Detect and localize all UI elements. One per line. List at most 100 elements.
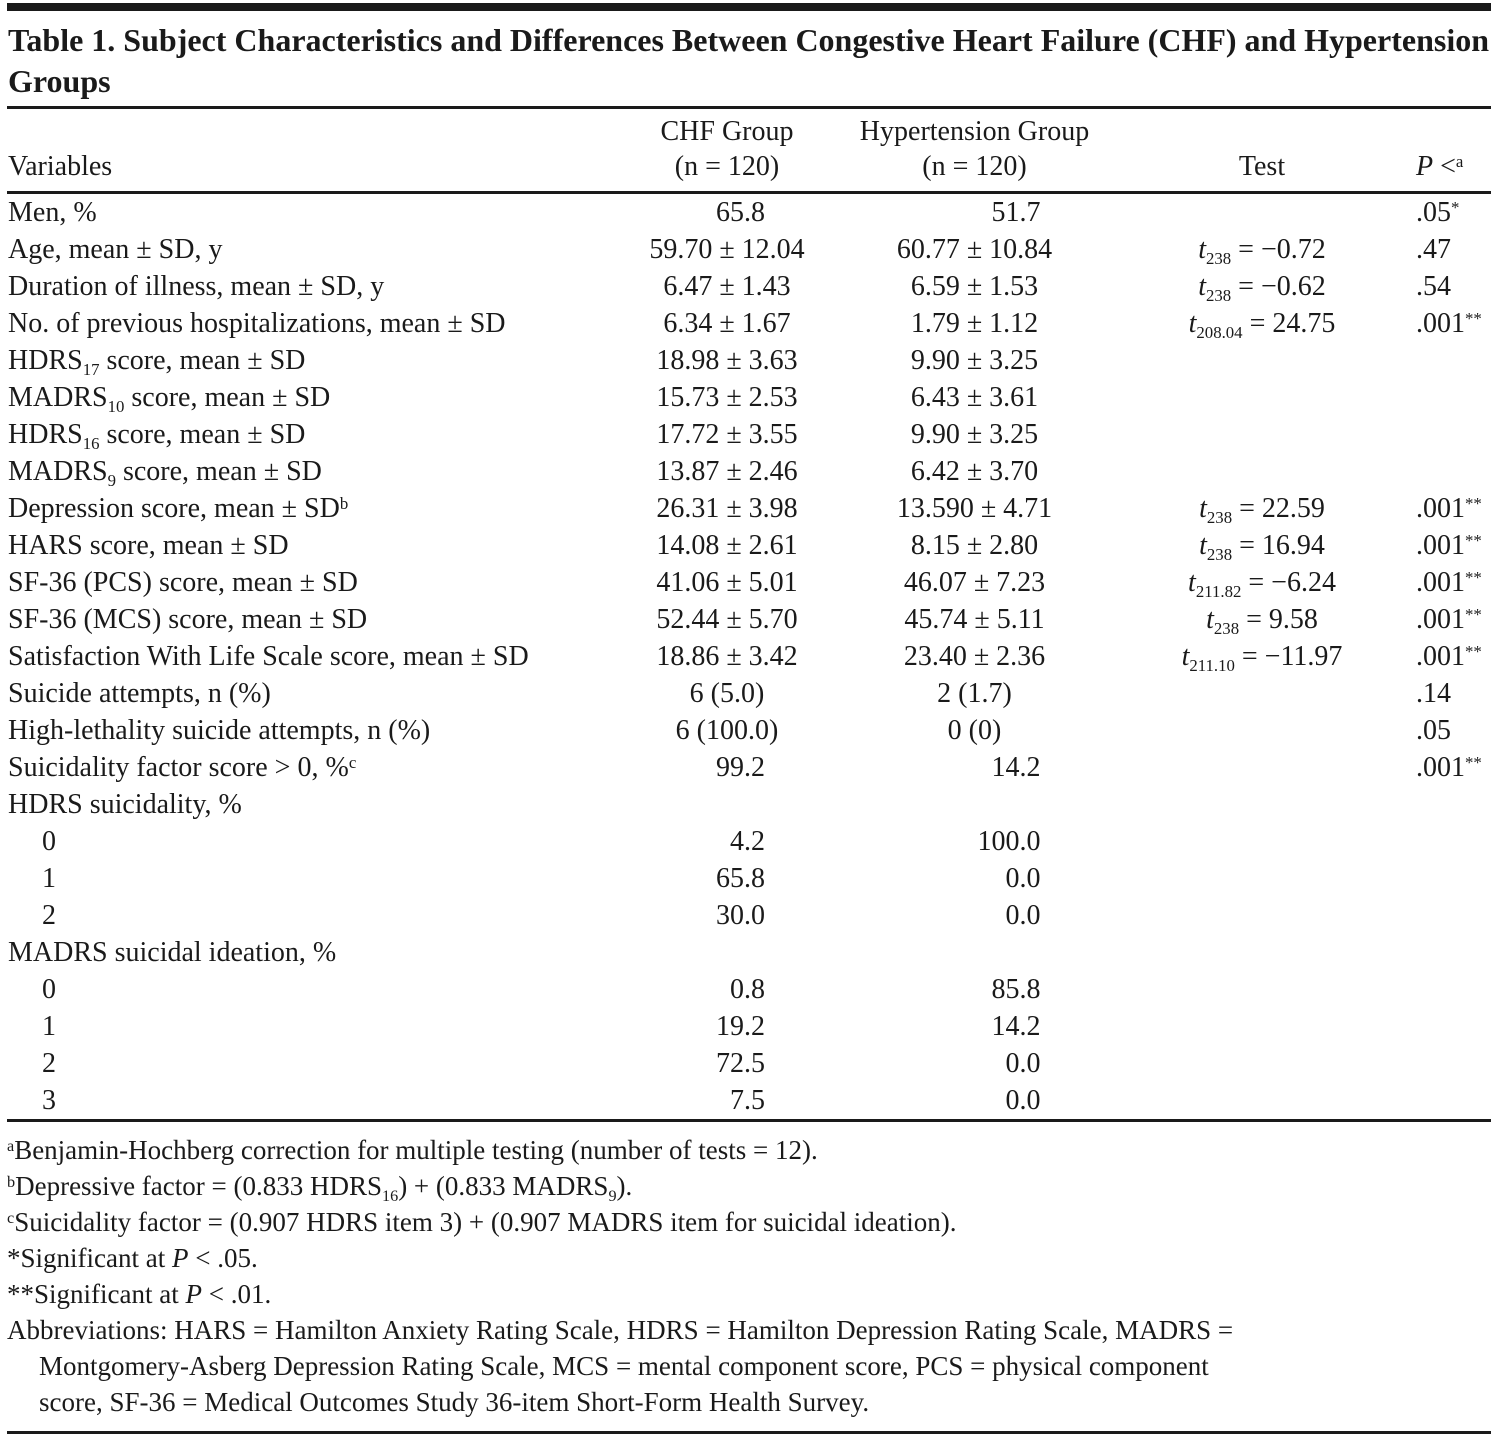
cell-chf-value: 99.2 <box>627 749 827 786</box>
italic-text: t <box>1199 493 1207 524</box>
table-row: 2 72.5 0.0 <box>7 1045 1491 1082</box>
table-row: Satisfaction With Life Scale score, mean… <box>7 638 1491 675</box>
superscript: b <box>7 1172 16 1191</box>
cell-p-value <box>1402 860 1491 897</box>
cell-variable: Duration of illness, mean ± SD, y <box>8 271 385 302</box>
subscript: 211.10 <box>1189 655 1235 675</box>
numeric-value: 14.2 <box>991 752 1041 783</box>
numeric-value: 0.0 <box>1005 900 1041 931</box>
table-header: Variables CHF Group (n = 120) Hypertensi… <box>7 106 1491 194</box>
cell-p-value: .05 <box>1416 715 1451 746</box>
cell-chf-value: 4.2 <box>627 823 827 860</box>
cell-hypertension-value: 13.590 ± 4.71 <box>896 493 1053 524</box>
cell-chf-value <box>627 786 827 823</box>
numeric-value: 19.2 <box>716 1011 765 1042</box>
cell-test-statistic: t211.82 = −6.24 <box>1188 567 1336 601</box>
header-label-line1: Hypertension Group <box>859 116 1090 147</box>
table-row: 2 30.0 0.0 <box>7 897 1491 934</box>
cell-test-statistic <box>1122 453 1402 490</box>
footnote: Abbreviations: HARS = Hamilton Anxiety R… <box>7 1315 1234 1417</box>
table-row: High-lethality suicide attempts, n (%) 6 … <box>7 712 1491 749</box>
cell-chf-value: 52.44 ± 5.70 <box>656 604 798 635</box>
italic-text: t <box>1198 234 1206 265</box>
cell-test-statistic <box>1122 1082 1402 1119</box>
cell-hypertension-value: 2 (1.7) <box>937 678 1012 709</box>
numeric-value: 51.7 <box>991 197 1041 228</box>
cell-p-value: .47 <box>1416 234 1451 265</box>
header-label-line2: (n = 120) <box>922 151 1027 182</box>
italic-text: t <box>1199 530 1207 561</box>
cell-chf-value: 0.8 <box>627 971 827 1008</box>
italic-text: P <box>171 1243 189 1273</box>
cell-p-value <box>1402 1082 1491 1119</box>
cell-test-statistic <box>1122 675 1402 712</box>
cell-variable: Satisfaction With Life Scale score, mean… <box>8 641 529 672</box>
table-row: Suicidality factor score > 0, %c 99.2 14.2… <box>7 749 1491 786</box>
header-label: Test <box>1238 151 1286 182</box>
cell-test-statistic: t238 = −0.62 <box>1198 271 1326 305</box>
table-row: HDRS suicidality, % <box>7 786 1491 823</box>
cell-p-value: .14 <box>1416 678 1451 709</box>
col-header-chf-group: CHF Group (n = 120) <box>627 106 827 194</box>
cell-p-value <box>1402 379 1491 416</box>
subscript: 17 <box>82 359 100 379</box>
cell-test-statistic <box>1122 193 1402 232</box>
numeric-value: 72.5 <box>716 1048 765 1079</box>
table-row: HDRS17 score, mean ± SD 18.98 ± 3.63 9.90 … <box>7 342 1491 379</box>
superscript: c <box>7 1208 15 1227</box>
cell-hypertension-value <box>827 934 1122 971</box>
table-row: HDRS16 score, mean ± SD 17.72 ± 3.55 9.90 … <box>7 416 1491 453</box>
numeric-value: 0.8 <box>730 974 765 1005</box>
cell-p-value: .54 <box>1416 271 1451 302</box>
cell-hypertension-value <box>827 786 1122 823</box>
numeric-value: 99.2 <box>716 752 765 783</box>
cell-variable: MADRS9 score, mean ± SD <box>8 456 322 490</box>
italic-text: t <box>1188 308 1197 339</box>
table-row: MADRS10 score, mean ± SD 15.73 ± 2.53 6.43… <box>7 379 1491 416</box>
cell-test-statistic <box>1122 342 1402 379</box>
cell-variable: Age, mean ± SD, y <box>8 234 223 265</box>
cell-variable: HDRS16 score, mean ± SD <box>8 419 306 453</box>
cell-hypertension-value: 0.0 <box>827 860 1122 897</box>
cell-chf-value: 18.98 ± 3.63 <box>656 345 798 376</box>
cell-hypertension-value: 100.0 <box>827 823 1122 860</box>
cell-variable: 3 <box>42 1085 56 1116</box>
cell-variable: HARS score, mean ± SD <box>8 530 289 561</box>
cell-variable: 0 <box>42 826 56 857</box>
cell-hypertension-value: 6.59 ± 1.53 <box>910 271 1039 302</box>
cell-variable: MADRS suicidal ideation, % <box>8 937 337 968</box>
cell-test-statistic <box>1122 749 1402 786</box>
superscript: ** <box>1465 493 1482 513</box>
cell-chf-value <box>627 934 827 971</box>
footnote: bDepressive factor = (0.833 HDRS16) + (0… <box>7 1171 633 1205</box>
cell-chf-value: 14.08 ± 2.61 <box>656 530 798 561</box>
table-1-page: Table 1. Subject Characteristics and Dif… <box>0 3 1498 1434</box>
cell-p-value <box>1402 823 1491 860</box>
superscript: * <box>1451 197 1460 217</box>
table-row: MADRS9 score, mean ± SD 13.87 ± 2.46 6.42 … <box>7 453 1491 490</box>
superscript: c <box>348 752 357 772</box>
cell-variable: No. of previous hospitalizations, mean ±… <box>8 308 506 339</box>
footnote-marker-a: a <box>1455 151 1464 171</box>
cell-test-statistic: t238 = −0.72 <box>1198 234 1326 268</box>
cell-hypertension-value: 45.74 ± 5.11 <box>904 604 1045 635</box>
table-row: MADRS suicidal ideation, % <box>7 934 1491 971</box>
cell-chf-value: 41.06 ± 5.01 <box>656 567 798 598</box>
subscript: 238 <box>1206 544 1233 564</box>
cell-chf-value: 6.47 ± 1.43 <box>663 271 791 302</box>
superscript: b <box>339 493 349 513</box>
cell-chf-value: 6.34 ± 1.67 <box>663 308 791 339</box>
cell-p-value: .001** <box>1416 493 1482 524</box>
cell-p-value <box>1402 786 1491 823</box>
cell-hypertension-value: 0.0 <box>827 1082 1122 1119</box>
subscript: 238 <box>1206 248 1232 268</box>
cell-p-value <box>1402 342 1491 379</box>
table-row: Duration of illness, mean ± SD, y 6.47 ± … <box>7 268 1491 305</box>
italic-text: P <box>185 1279 202 1309</box>
cell-variable: 1 <box>42 1011 56 1042</box>
cell-variable: Men, % <box>8 197 97 228</box>
cell-variable: SF-36 (MCS) score, mean ± SD <box>8 604 368 635</box>
cell-p-value <box>1402 1008 1491 1045</box>
subscript: 238 <box>1206 285 1232 305</box>
numeric-value: 14.2 <box>991 1011 1041 1042</box>
